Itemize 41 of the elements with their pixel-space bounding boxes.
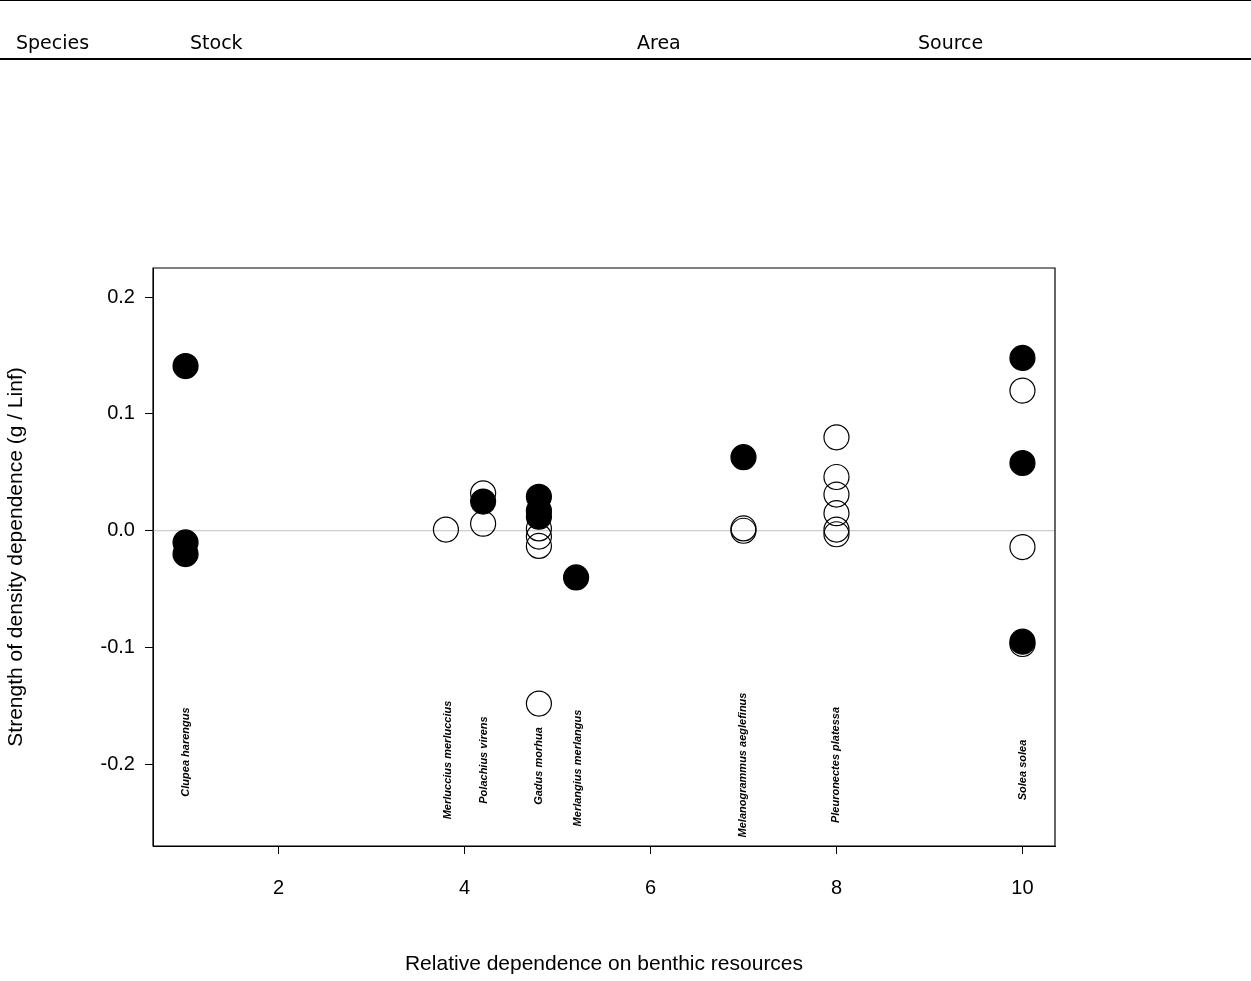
point — [1009, 377, 1036, 404]
x-tick-label: 8 — [830, 875, 843, 898]
x-tick-label: 6 — [644, 875, 657, 898]
y-tick-label: -0.1 — [100, 635, 135, 658]
y-tick-label: -0.2 — [100, 751, 135, 774]
point — [525, 532, 553, 560]
x-tick-label: 10 — [1011, 875, 1034, 898]
point — [172, 352, 199, 380]
annotation: Melanogrammus aeglefinus — [736, 692, 749, 838]
annotation: Pleuronectes platessa — [829, 706, 842, 824]
point — [1009, 533, 1036, 561]
text: Area — [637, 31, 681, 53]
x-tick-label: 4 — [458, 875, 471, 898]
point — [823, 516, 850, 543]
point — [823, 500, 850, 527]
annotation: Gadus morhua — [532, 727, 545, 805]
x-tick-label: 2 — [272, 875, 285, 898]
point — [470, 488, 497, 515]
y-tick-label: 0.0 — [107, 518, 135, 541]
point — [525, 690, 553, 717]
point — [1009, 449, 1036, 477]
text: Source — [918, 31, 984, 53]
y-axis-title: Strength of density dependence (g / Linf) — [3, 367, 27, 747]
annotation: Merluccius merluccius — [441, 700, 454, 820]
point — [823, 481, 850, 508]
point — [730, 444, 757, 471]
text: Species — [16, 31, 90, 53]
annotation: Merlangius merlangus — [571, 709, 584, 827]
annotation: Solea solea — [1016, 739, 1029, 801]
annotation: Polachius virens — [477, 716, 490, 804]
x-axis-title: Relative dependence on benthic resources — [404, 951, 804, 975]
point — [1009, 344, 1036, 372]
y-tick-label: 0.1 — [107, 401, 135, 424]
point — [823, 521, 850, 548]
text: Stock — [190, 31, 243, 53]
point — [563, 564, 590, 591]
point — [823, 463, 850, 491]
point — [823, 424, 850, 451]
point — [432, 516, 460, 543]
annotation: Clupea harengus — [179, 707, 192, 797]
y-tick-label: 0.2 — [107, 284, 135, 307]
